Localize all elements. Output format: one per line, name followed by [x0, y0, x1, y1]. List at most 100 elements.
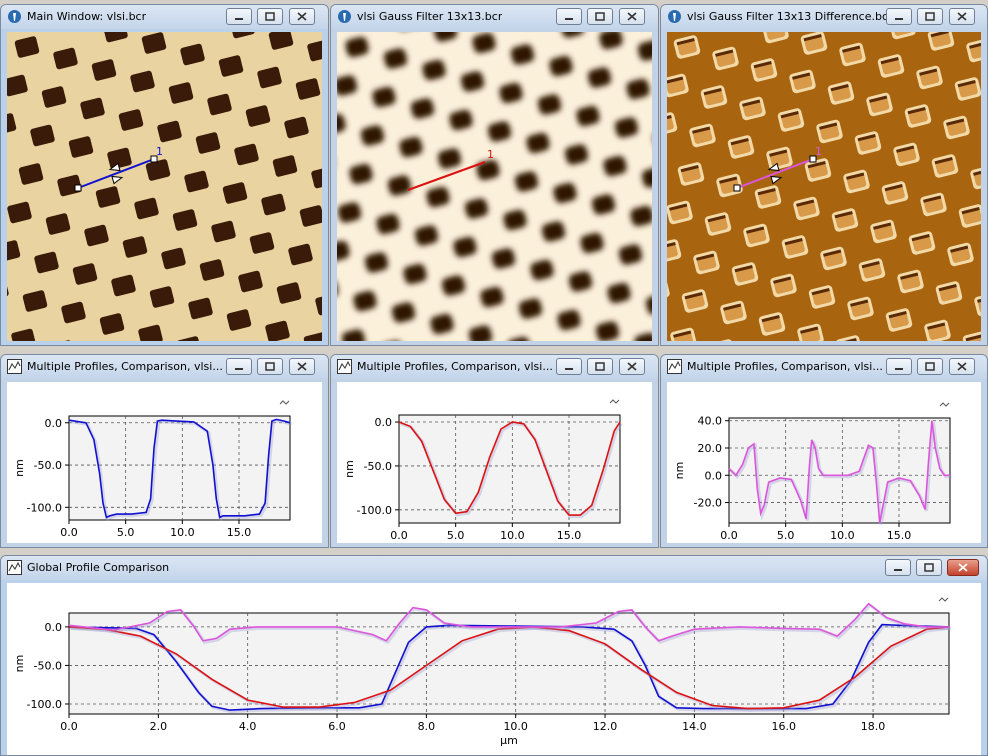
close-button[interactable]	[949, 8, 975, 25]
hole	[157, 120, 182, 143]
profile-window-titlebar[interactable]: Multiple Profiles, Comparison, vlsi...	[1, 355, 328, 379]
hole	[549, 55, 573, 77]
x-tick-label: 16.0	[771, 720, 796, 733]
minimize-button[interactable]	[226, 358, 252, 375]
gauss-image-view[interactable]: 1	[337, 32, 652, 341]
maximize-button[interactable]	[587, 358, 613, 375]
hole-shadow	[730, 138, 749, 146]
plot-area	[728, 417, 951, 524]
minimize-button[interactable]	[556, 358, 582, 375]
hole	[130, 70, 155, 93]
minimize-button[interactable]	[556, 8, 582, 25]
profile-handle	[74, 184, 82, 192]
series-shadow	[399, 421, 623, 519]
hole	[568, 271, 593, 292]
gauss-window[interactable]: vlsi Gauss Filter 13x13.bcr 1	[330, 4, 659, 346]
difference-image-view[interactable]: 1	[667, 32, 981, 341]
hole	[426, 186, 450, 208]
window-title: Multiple Profiles, Comparison, vlsi...	[687, 360, 883, 373]
hole	[72, 263, 98, 285]
main-window-titlebar[interactable]: Main Window: vlsi.bcr	[1, 5, 328, 29]
profile-window-2[interactable]: Multiple Profiles, Comparison, vlsi... 0…	[330, 354, 659, 548]
y-tick-label: 40.0	[698, 415, 723, 428]
global-profile-window[interactable]: Global Profile Comparison 0.0 2.0 4.0 6.0 8.…	[0, 555, 988, 756]
x-tick-label: 15.0	[557, 529, 582, 542]
gauss-filtered-image[interactable]: 1	[337, 32, 652, 341]
hole	[587, 67, 612, 88]
hole	[387, 175, 412, 196]
profile-window-titlebar[interactable]: Multiple Profiles, Comparison, vlsi...	[331, 355, 658, 379]
profile-handle	[150, 155, 158, 163]
x-tick-label: 5.0	[447, 529, 465, 542]
x-tick-label: 5.0	[777, 529, 795, 542]
maximize-button[interactable]	[587, 8, 613, 25]
maximize-button[interactable]	[257, 358, 283, 375]
minimize-button[interactable]	[886, 8, 912, 25]
hole	[68, 136, 94, 158]
hole-shadow	[880, 57, 899, 65]
hole	[453, 236, 477, 258]
close-button[interactable]	[947, 559, 979, 576]
hole-shadow	[946, 118, 965, 126]
hole	[288, 243, 313, 266]
x-axis-label: µm	[500, 734, 518, 747]
global-profile-chart[interactable]: 0.0 2.0 4.0 6.0 8.0 10.0 12.0 14.0 16.0 18.0 0.0 -5…	[7, 583, 981, 755]
window-title: Multiple Profiles, Comparison, vlsi...	[357, 360, 553, 373]
maximize-button[interactable]	[916, 559, 942, 576]
profile-chart-blue[interactable]: 0.0 5.0 10.0 15.0 0.0 -50.0 -100.0 µm nm	[7, 382, 322, 543]
minimize-button[interactable]	[885, 559, 911, 576]
vlsi-image[interactable]: 1	[7, 32, 322, 341]
hole	[667, 242, 678, 260]
hole	[249, 232, 275, 254]
profile-window-3[interactable]: Multiple Profiles, Comparison, vlsi... 0…	[660, 354, 988, 548]
global-chart-area[interactable]: 0.0 2.0 4.0 6.0 8.0 10.0 12.0 14.0 16.0 18.0 0.0 -5…	[7, 583, 981, 755]
x-tick-label: 10.0	[503, 720, 528, 733]
hole	[618, 244, 643, 265]
vlsi-image-view[interactable]: 1	[7, 32, 322, 341]
close-button[interactable]	[619, 8, 645, 25]
maximize-button[interactable]	[917, 8, 943, 25]
hole-shadow	[773, 276, 792, 284]
hole	[553, 182, 577, 204]
series-line-red	[398, 421, 621, 516]
hole-shadow	[742, 99, 761, 107]
minimize-button[interactable]	[886, 358, 912, 375]
minimize-button[interactable]	[226, 8, 252, 25]
app-icon	[668, 10, 681, 23]
x-tick-label: 4.0	[239, 720, 257, 733]
hole	[226, 309, 252, 331]
difference-window[interactable]: vlsi Gauss Filter 13x13 Difference.bcr 1	[660, 4, 988, 346]
global-window-titlebar[interactable]: Global Profile Comparison	[1, 556, 987, 580]
maximize-button[interactable]	[257, 8, 283, 25]
profile-line	[407, 161, 486, 191]
hole	[595, 321, 620, 341]
hole	[245, 105, 271, 127]
difference-image[interactable]: 1	[667, 32, 981, 341]
close-button[interactable]	[289, 358, 315, 375]
hole-shadow	[896, 145, 915, 153]
y-tick-label: 0.0	[45, 621, 63, 634]
hole-shadow	[965, 334, 981, 341]
close-button[interactable]	[619, 358, 645, 375]
close-button[interactable]	[949, 358, 975, 375]
profile-window-1[interactable]: Multiple Profiles, Comparison, vlsi... 0…	[0, 354, 329, 548]
maximize-button[interactable]	[917, 358, 943, 375]
hole	[667, 115, 674, 133]
gauss-window-titlebar[interactable]: vlsi Gauss Filter 13x13.bcr	[331, 5, 658, 29]
x-tick-label: 0.0	[60, 526, 78, 539]
difference-window-titlebar[interactable]: vlsi Gauss Filter 13x13 Difference.bcr	[661, 5, 987, 29]
hole	[464, 198, 489, 219]
profile-window-titlebar[interactable]: Multiple Profiles, Comparison, vlsi...	[661, 355, 987, 379]
window-title: Multiple Profiles, Comparison, vlsi...	[27, 360, 223, 373]
legend-toggle-icon	[609, 399, 620, 404]
main-window[interactable]: Main Window: vlsi.bcr 1	[0, 4, 329, 346]
hole	[422, 59, 446, 81]
close-button[interactable]	[289, 8, 315, 25]
hole	[526, 132, 550, 154]
hole	[634, 332, 652, 341]
